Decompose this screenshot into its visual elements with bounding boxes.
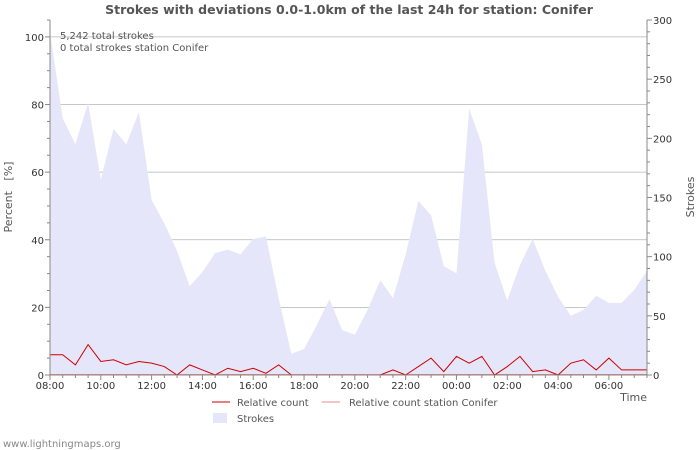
left-tick-label-0: 0 [38, 371, 44, 382]
x-tick-label-1200: 12:00 [137, 381, 166, 392]
x-tick-label-0800: 08:00 [36, 381, 65, 392]
x-tick-label-1800: 18:00 [290, 381, 319, 392]
x-tick-label-0200: 02:00 [493, 381, 522, 392]
legend-station-label: Relative count station Conifer [349, 398, 498, 409]
x-tick-label-2000: 20:00 [340, 381, 369, 392]
right-axis-ticks: 0 50 100 150 200 250 300 [647, 16, 672, 382]
right-tick-label-150: 150 [653, 194, 672, 205]
right-tick-label-300: 300 [653, 16, 672, 27]
right-tick-label-200: 200 [653, 134, 672, 145]
legend-strokes-swatch [213, 413, 227, 423]
chart-title: Strokes with deviations 0.0-1.0km of the… [105, 2, 594, 17]
annotation-total-strokes: 5,242 total strokes [60, 31, 154, 42]
left-tick-label-20: 20 [31, 303, 44, 314]
legend-relative-label: Relative count [237, 398, 309, 409]
left-axis-ticks: 0 20 40 60 80 100 [25, 19, 50, 382]
x-tick-label-1600: 16:00 [239, 381, 268, 392]
x-tick-label-0400: 04:00 [544, 381, 573, 392]
legend-strokes-label: Strokes [237, 414, 274, 425]
x-tick-label-2200: 22:00 [391, 381, 420, 392]
footer-credit: www.lightningmaps.org [3, 439, 121, 450]
right-tick-label-250: 250 [653, 75, 672, 86]
right-tick-label-100: 100 [653, 253, 672, 264]
y-axis-right-label: Strokes [684, 176, 697, 217]
strokes-area [50, 31, 647, 376]
x-tick-label-1000: 10:00 [86, 381, 115, 392]
strokes-area-layer [49, 31, 648, 376]
x-axis-ticks: 08:00 10:00 12:00 14:00 16:00 18:00 20:00 22:00… [36, 375, 648, 392]
x-axis-label: Time [619, 391, 647, 404]
annotation-station-strokes: 0 total strokes station Conifer [60, 43, 209, 54]
right-tick-label-0: 0 [653, 371, 659, 382]
left-tick-label-80: 80 [31, 101, 44, 112]
right-tick-label-50: 50 [653, 312, 666, 323]
y-axis-left-label: Percent [%] [2, 162, 15, 233]
left-tick-label-100: 100 [25, 33, 44, 44]
left-tick-label-60: 60 [31, 168, 44, 179]
left-tick-label-40: 40 [31, 236, 44, 247]
legend: Relative count Relative count station Co… [212, 398, 498, 425]
x-tick-label-1400: 14:00 [188, 381, 217, 392]
x-tick-label-0600: 06:00 [594, 381, 623, 392]
x-tick-label-0000: 00:00 [442, 381, 471, 392]
